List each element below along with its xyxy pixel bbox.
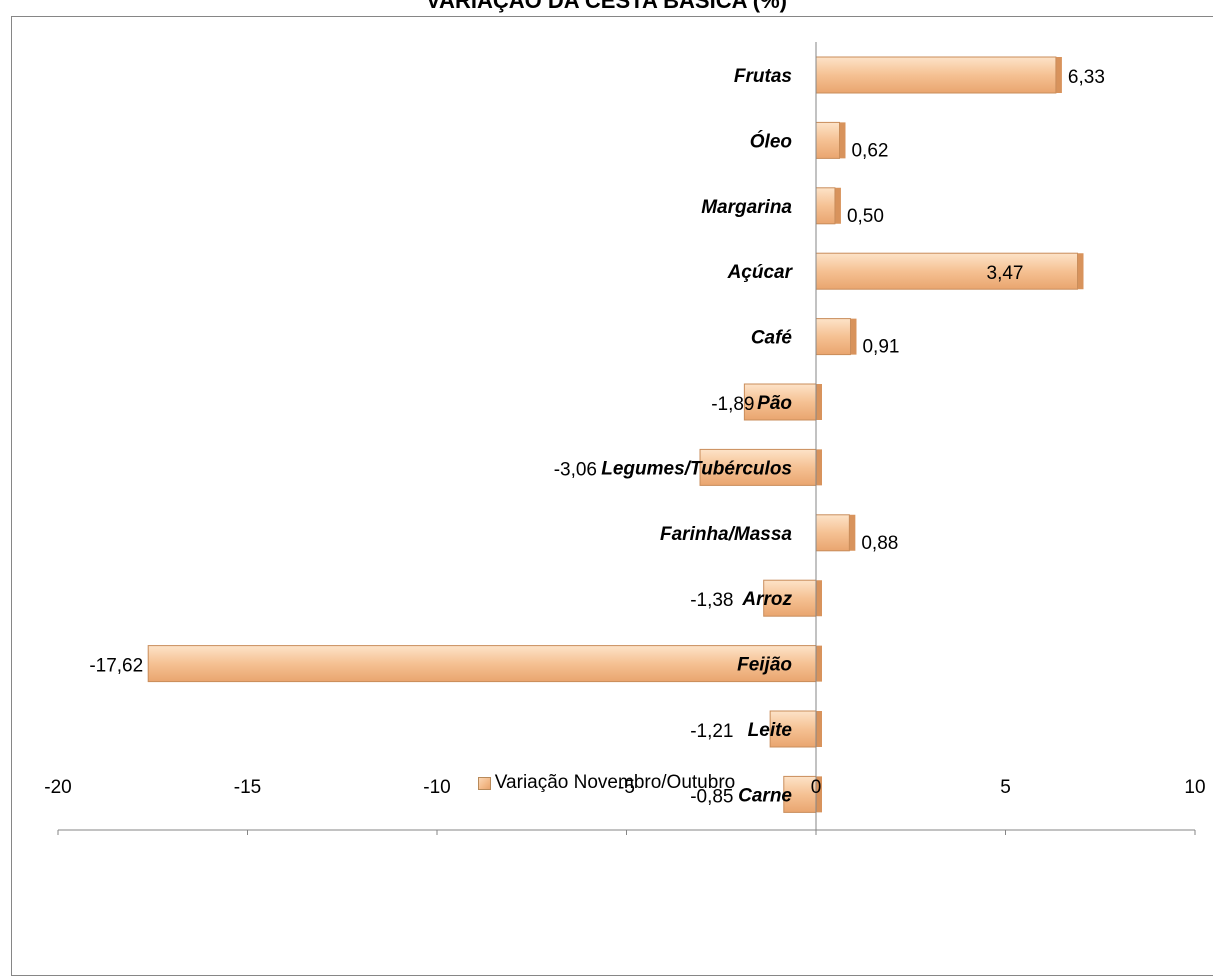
data-label: 0,50	[847, 206, 884, 227]
legend-swatch	[477, 776, 491, 790]
bar	[743, 383, 817, 421]
bar	[815, 121, 840, 159]
bar	[815, 318, 851, 356]
x-tick-label: 5	[1000, 777, 1011, 798]
x-tick-label: 10	[1184, 777, 1205, 798]
category-label: Feijão	[737, 655, 792, 676]
category-label: Arroz	[741, 589, 792, 610]
bar	[815, 514, 850, 552]
category-label: Margarina	[701, 197, 792, 218]
category-label: Pão	[757, 393, 792, 414]
chart-title: VARIAÇÃO DA CESTA BÁSICA (%)	[426, 0, 787, 13]
data-label: -3,06	[554, 459, 597, 480]
chart-legend: Variação Novembro/Outubro	[0, 772, 1213, 794]
x-tick-label: -5	[618, 777, 635, 798]
bar	[783, 775, 817, 813]
category-label: Óleo	[750, 130, 792, 152]
category-label: Carne	[738, 785, 792, 806]
bar	[763, 579, 817, 617]
x-tick-label: -15	[234, 777, 261, 798]
category-label: Farinha/Massa	[660, 524, 792, 545]
category-label: Legumes/Tubérculos	[601, 458, 792, 479]
chart-plot: Frutas 6,33 Óleo 0,62 Margarina 0,50 Açúcar 3,4…	[44, 42, 1206, 835]
x-tick-label: 0	[811, 777, 822, 798]
bar	[815, 56, 1057, 94]
bar	[815, 187, 836, 225]
data-label: 6,33	[1068, 67, 1105, 88]
data-label: -1,21	[690, 721, 733, 742]
data-label: 0,88	[861, 533, 898, 554]
data-label: -17,62	[89, 656, 143, 677]
bar	[699, 448, 817, 486]
data-label: -1,38	[690, 590, 733, 611]
data-label: 0,62	[851, 140, 888, 161]
data-label: -1,89	[711, 394, 754, 415]
bar	[769, 710, 817, 748]
data-label: 3,47	[987, 263, 1024, 284]
x-tick-label: -20	[44, 777, 71, 798]
category-label: Frutas	[734, 66, 792, 87]
x-tick-label: -10	[423, 777, 450, 798]
category-label: Leite	[748, 720, 793, 741]
bar	[815, 252, 1079, 290]
data-label: 0,91	[862, 337, 899, 358]
category-label: Café	[751, 328, 793, 349]
category-label: Açúcar	[727, 262, 794, 283]
legend-label: Variação Novembro/Outubro	[494, 772, 736, 793]
bar	[147, 645, 817, 683]
data-label: -0,85	[690, 786, 733, 807]
